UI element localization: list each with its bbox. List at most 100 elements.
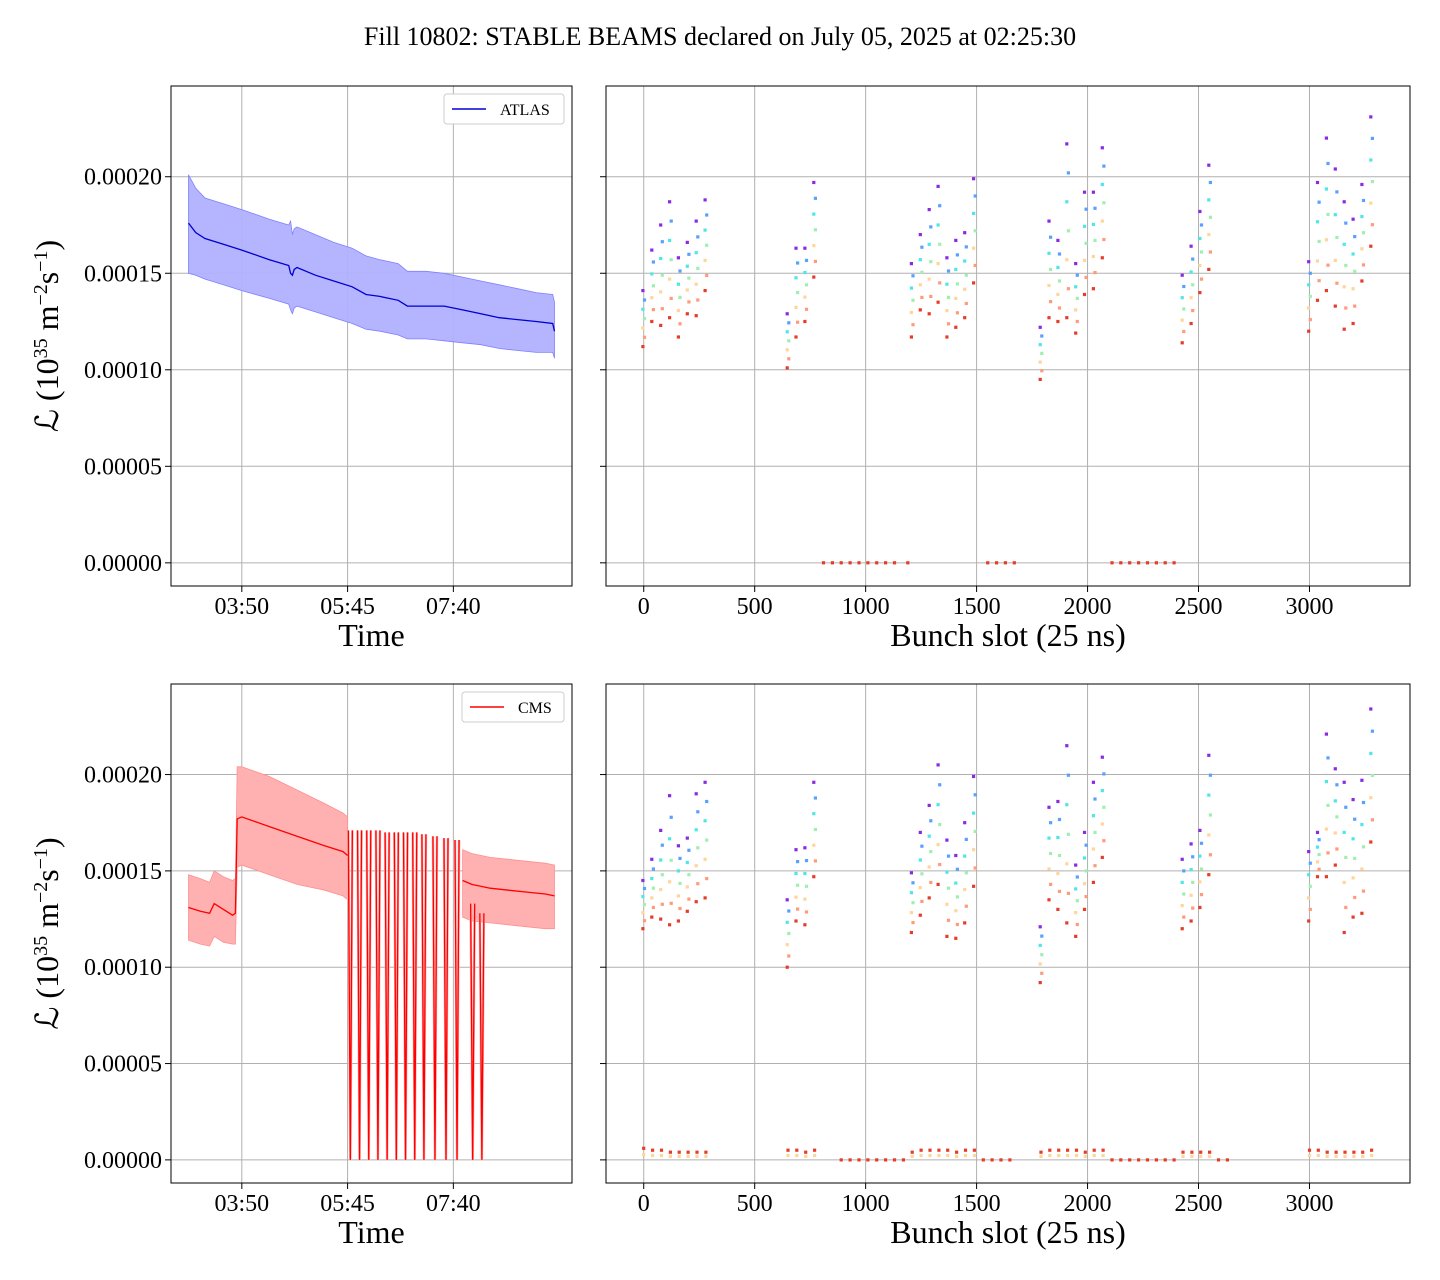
atlas-bunch-panel-bunch-point (1075, 319, 1079, 324)
cms-bunch-panel-bunch-point (794, 848, 798, 852)
atlas-bunch-panel-bunch-point (1360, 279, 1364, 283)
cms-bunch-panel-bunch-point (1207, 753, 1211, 757)
cms-bunch-panel-bunch-point (946, 854, 951, 858)
atlas-bunch-panel-bunch-point (1333, 213, 1337, 217)
cms-bunch-panel-low-point (686, 1150, 690, 1154)
cms-bunch-panel-bunch-point (1342, 880, 1346, 884)
cms-bunch-panel-bunch-point (945, 902, 949, 906)
cms-bunch-panel-bunch-point (1369, 751, 1373, 755)
atlas-bunch-panel-bunch-point (1102, 201, 1106, 205)
cms-bunch-panel-bunch-point (927, 803, 931, 807)
cms-dip (402, 832, 409, 1160)
cms-bunch-panel-bunch-point (705, 877, 709, 881)
atlas-bunch-panel-bunch-point (676, 335, 680, 339)
atlas-bunch-panel-bunch-point (1342, 327, 1346, 331)
cms-bunch-panel-bunch-point (659, 828, 663, 832)
atlas-bunch-panel-bunch-point (963, 231, 967, 235)
atlas-bunch-panel-bunch-point (929, 225, 933, 229)
cms-bunch-panel-bunch-point (936, 803, 940, 807)
atlas-bunch-panel-bunch-point (1369, 115, 1373, 119)
atlas-bunch-panel-bunch-point (1065, 316, 1069, 320)
atlas-bunch-panel-bunch-point (1333, 258, 1337, 262)
atlas-bunch-panel-bunch-point (796, 261, 800, 265)
cms-bunch-panel-bunch-point (1056, 799, 1060, 804)
cms-dip (421, 834, 427, 1160)
cms-bunch-panel-bunch-point (1370, 818, 1374, 822)
atlas-bunch-panel-bunch-point (803, 246, 807, 250)
atlas-bunch-panel-bunch-point (1093, 271, 1097, 275)
atlas-bunch-panel-bunch-point (1342, 285, 1346, 289)
cms-bunch-panel-bunch-point (1324, 732, 1328, 736)
atlas-bunch-panel-bunch-point (1038, 343, 1042, 347)
cms-bunch-panel-low-point (1039, 1150, 1043, 1154)
atlas-bunch-panel-bunch-point (787, 339, 791, 343)
atlas-bunch-panel-bunch-point (920, 295, 924, 299)
cms-bunch-panel-low-point (1101, 1148, 1105, 1152)
cms-bunch-panel-low-point (1048, 1148, 1052, 1152)
cms-bunch-panel-bunch-point (1082, 830, 1087, 834)
cms-bunch-panel-bunch-point (1207, 833, 1211, 837)
atlas-bunch-panel-bunch-point (1361, 198, 1366, 203)
cms-bunch-panel-zero-point (1137, 1158, 1141, 1162)
atlas-bunch-panel-bunch-point (1207, 267, 1211, 271)
cms-bunch-panel-bunch-point (785, 965, 789, 969)
atlas-bunch-panel-bunch-point (936, 262, 940, 266)
atlas-bunch-panel-bunch-point (1074, 285, 1078, 289)
atlas-bunch-panel-bunch-point (1324, 136, 1328, 140)
cms-bunch-panel-bunch-point (1307, 873, 1311, 877)
atlas-bunch-panel-bunch-point (1308, 271, 1312, 275)
atlas-bunch-panel-bunch-point (651, 260, 655, 264)
cms-bunch-panel-bunch-point (813, 859, 817, 863)
cms-bunch-panel-bunch-point (676, 919, 680, 923)
cms-bunch-panel-bunch-point (1317, 852, 1321, 857)
cms-bunch-panel-low-point (1343, 1150, 1347, 1154)
cms-bunch-panel-bunch-point (787, 954, 791, 958)
atlas-bunch-panel-bunch-point (641, 307, 645, 311)
cms-bunch-panel-low-point (1307, 1153, 1312, 1158)
atlas-bunch-panel-bunch-point (676, 282, 680, 286)
atlas-bunch-panel-bunch-point (911, 298, 915, 302)
atlas-bunch-panel-bunch-point (1324, 238, 1328, 242)
cms-bunch-panel-low-point (1190, 1154, 1194, 1158)
cms-bunch-panel-bunch-point (909, 871, 913, 875)
atlas-bunch-panel-bunch-point (1074, 331, 1078, 335)
cms-dip (356, 830, 363, 1160)
atlas-bunch-panel-bunch-point (955, 253, 959, 257)
cms-bunch-panel-bunch-point (1342, 780, 1346, 784)
atlas-bunch-panel-bunch-point (641, 289, 645, 293)
cms-dip (443, 838, 449, 1160)
cms-bunch-panel-bunch-point (785, 943, 789, 947)
atlas-bunch-panel-bunch-point (785, 366, 789, 370)
cms-bunch-panel-bunch-point (972, 848, 976, 852)
atlas-bunch-panel-bunch-point (796, 291, 800, 295)
atlas-bunch-panel-bunch-point (1199, 277, 1204, 281)
cms-bunch-panel-bunch-point (696, 846, 700, 850)
atlas-bunch-panel-bunch-point (955, 311, 959, 315)
cms-time-panel-ytick-label: 0.00010 (84, 955, 162, 981)
cms-bunch-panel-bunch-point (945, 838, 949, 842)
cms-bunch-panel-bunch-point (1198, 880, 1202, 884)
atlas-bunch-panel-bunch-point (642, 335, 647, 339)
cms-bunch-panel-bunch-point (1360, 778, 1364, 782)
atlas-bunch-panel-bunch-point (1315, 298, 1320, 302)
cms-bunch-panel-low-point (1092, 1148, 1096, 1152)
cms-bunch-panel-bunch-point (1047, 836, 1051, 840)
atlas-bunch-panel-bunch-point (972, 281, 976, 285)
cms-bunch-panel-bunch-point (1182, 915, 1186, 919)
atlas-bunch-panel-bunch-point (1084, 275, 1088, 279)
cms-bunch-panel-bunch-point (696, 810, 700, 814)
cms-bunch-panel-bunch-point (938, 823, 942, 827)
atlas-bunch-panel-bunch-point (803, 271, 807, 275)
atlas-bunch-panel-bunch-point (909, 310, 913, 315)
atlas-bunch-panel-bunch-point (794, 335, 798, 339)
atlas-bunch-panel-bunch-point (1317, 200, 1321, 204)
cms-bunch-panel-zero-point (990, 1158, 994, 1162)
cms-bunch-panel-low-point (1361, 1150, 1365, 1154)
cms-bunch-panel-bunch-point (794, 895, 798, 899)
cms-bunch-panel-bunch-point (1057, 853, 1062, 858)
cms-bunch-panel-bunch-point (955, 895, 959, 899)
cms-bunch-panel-bunch-point (1082, 907, 1087, 911)
cms-bunch-panel-bunch-point (669, 901, 673, 905)
cms-bunch-panel-bunch-point (929, 819, 933, 823)
atlas-bunch-panel-bunch-point (954, 296, 958, 300)
